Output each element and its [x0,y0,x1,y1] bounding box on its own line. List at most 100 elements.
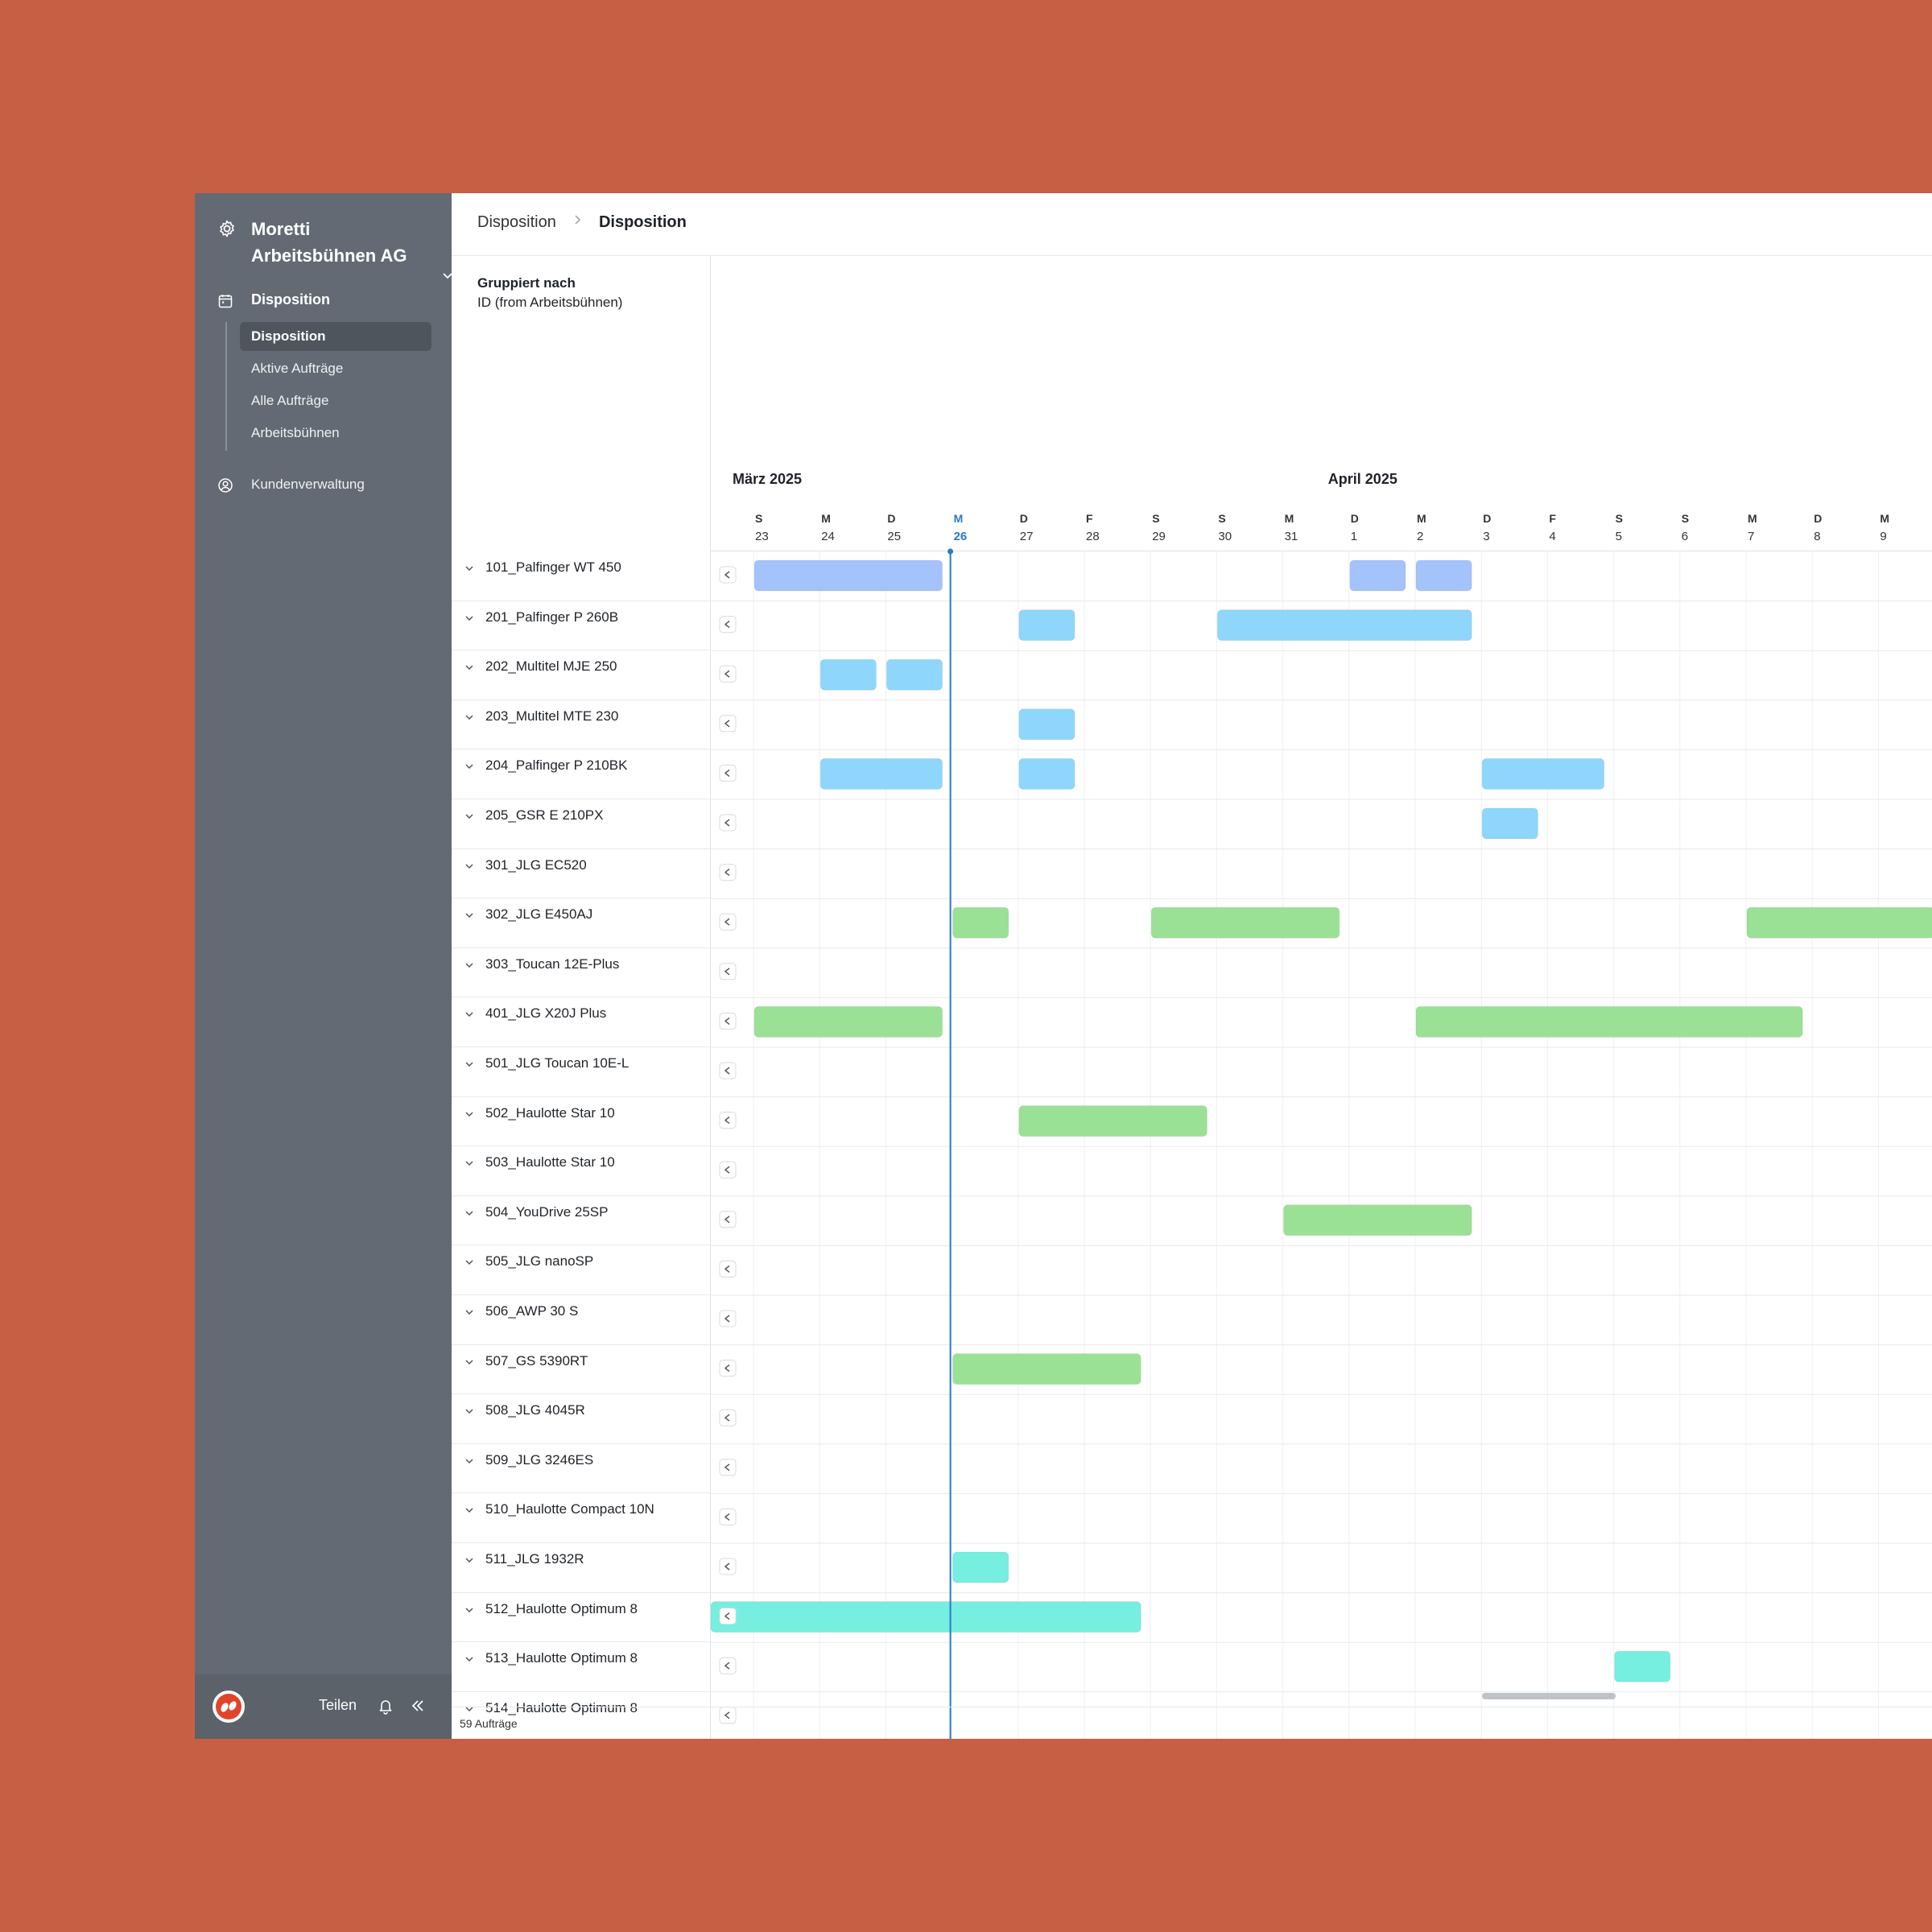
table-row[interactable]: 509_JLG 3246ES [452,1444,711,1494]
booking-bar[interactable] [1349,559,1406,592]
booking-bar[interactable] [1746,906,1932,939]
scroll-left-button[interactable] [719,616,737,634]
table-row[interactable]: 204_Palfinger P 210BK [452,749,711,799]
scroll-left-button[interactable] [719,1062,737,1080]
scroll-left-button[interactable] [719,1211,737,1228]
booking-bar[interactable] [886,658,943,691]
table-row[interactable]: 202_Multitel MJE 250 [452,650,711,700]
chevron-down-icon[interactable] [463,1554,476,1567]
scroll-left-button[interactable] [719,1161,737,1179]
booking-bar[interactable] [952,1551,1009,1583]
booking-bar[interactable] [1018,758,1075,790]
chevron-down-icon[interactable] [463,1653,476,1666]
horizontal-scrollbar[interactable] [1482,1693,1616,1699]
table-row[interactable]: 512_Haulotte Optimum 8 [452,1593,711,1643]
chevron-down-icon[interactable] [463,1207,476,1220]
table-row[interactable]: 506_AWP 30 S [452,1295,711,1345]
chevron-down-icon[interactable] [463,959,476,972]
table-row[interactable]: 203_Multitel MTE 230 [452,700,711,750]
table-row[interactable]: 514_Haulotte Optimum 8 [452,1692,711,1739]
table-row[interactable]: 510_Haulotte Compact 10N [452,1493,711,1543]
chevron-down-icon[interactable] [463,1008,476,1021]
table-row[interactable]: 508_JLG 4045R [452,1394,711,1444]
chevron-down-icon[interactable] [463,661,476,674]
scroll-left-button[interactable] [719,1012,737,1030]
chevron-down-icon[interactable] [463,1405,476,1418]
table-row[interactable]: 303_Toucan 12E-Plus [452,948,711,998]
scroll-left-button[interactable] [719,1360,737,1377]
sidebar-subitem-disposition[interactable]: Disposition [240,322,431,351]
scroll-left-button[interactable] [719,1310,737,1327]
table-row[interactable]: 301_JLG EC520 [452,849,711,899]
scroll-left-button[interactable] [719,1260,737,1278]
chevron-down-icon[interactable] [463,760,476,773]
chevron-down-icon[interactable] [463,1604,476,1616]
scroll-left-button[interactable] [719,1657,737,1674]
chevron-down-icon[interactable] [463,1108,476,1121]
booking-bar[interactable] [819,758,943,790]
table-row[interactable]: 511_JLG 1932R [452,1543,711,1593]
chevron-down-icon[interactable] [463,1356,476,1368]
chevron-down-icon[interactable] [463,909,476,922]
timeline[interactable]: März 2025 April 2025 S 23 M 24 D 25 M 26 D 27 F 28 S 29… [711,256,1932,1739]
scroll-left-button[interactable] [719,1707,737,1724]
scroll-left-button[interactable] [719,864,737,881]
table-row[interactable]: 502_Haulotte Star 10 [452,1097,711,1147]
scroll-left-button[interactable] [719,1112,737,1129]
scroll-left-button[interactable] [719,814,737,832]
chevron-down-icon[interactable] [463,1703,476,1715]
booking-bar[interactable] [1481,807,1538,840]
table-row[interactable]: 302_JLG E450AJ [452,898,711,948]
booking-bar[interactable] [1415,559,1472,592]
scroll-left-button[interactable] [719,715,737,733]
sidebar-subitem-alle-auftraege[interactable]: Alle Aufträge [251,393,329,408]
booking-bar[interactable] [1018,1105,1208,1137]
booking-bar[interactable] [819,658,877,691]
chevron-down-icon[interactable] [463,1256,476,1269]
grouping-label[interactable]: Gruppiert nach ID (from Arbeitsbühnen) [477,274,622,312]
scroll-left-button[interactable] [719,1508,737,1525]
booking-bar[interactable] [1150,906,1340,939]
booking-bar[interactable] [711,1601,1141,1633]
chevron-down-icon[interactable] [463,711,476,724]
scroll-left-button[interactable] [719,1459,737,1476]
bell-icon[interactable] [377,1697,394,1715]
sidebar-item-disposition[interactable]: Disposition [217,290,443,314]
scroll-left-button[interactable] [719,1608,737,1625]
table-row[interactable]: 501_JLG Toucan 10E-L [452,1047,711,1097]
table-row[interactable]: 101_Palfinger WT 450 [452,551,711,601]
table-row[interactable]: 507_GS 5390RT [452,1345,711,1395]
booking-bar[interactable] [753,559,943,592]
chevron-down-icon[interactable] [463,1504,476,1517]
booking-bar[interactable] [952,1353,1141,1385]
booking-bar[interactable] [1216,609,1472,642]
chevron-down-icon[interactable] [463,1157,476,1170]
table-row[interactable]: 401_JLG X20J Plus [452,997,711,1047]
breadcrumb-parent[interactable]: Disposition [477,213,556,232]
scroll-left-button[interactable] [719,1409,737,1426]
chevron-down-icon[interactable] [463,562,476,575]
chevron-down-icon[interactable] [463,860,476,873]
chevron-down-icon[interactable] [463,810,476,823]
booking-bar[interactable] [1614,1650,1671,1682]
scroll-left-button[interactable] [719,1558,737,1575]
chevron-down-icon[interactable] [463,1306,476,1319]
chevron-down-icon[interactable] [463,1455,476,1468]
chevron-down-icon[interactable] [463,1058,476,1071]
sidebar-item-kundenverwaltung[interactable]: Kundenverwaltung [217,475,443,499]
booking-bar[interactable] [952,906,1009,939]
share-button[interactable]: Teilen [319,1697,357,1713]
scroll-left-button[interactable] [719,963,737,980]
table-row[interactable]: 504_YouDrive 25SP [452,1196,711,1246]
table-row[interactable]: 503_Haulotte Star 10 [452,1146,711,1196]
sidebar-subitem-aktive-auftraege[interactable]: Aktive Aufträge [251,361,344,376]
table-row[interactable]: 505_JLG nanoSP [452,1245,711,1295]
booking-bar[interactable] [1283,1204,1472,1236]
scroll-left-button[interactable] [719,913,737,931]
chevron-down-icon[interactable] [463,612,476,625]
sidebar-subitem-arbeitsbuehnen[interactable]: Arbeitsbühnen [251,425,340,440]
booking-bar[interactable] [1481,758,1605,790]
collapse-sidebar-icon[interactable] [409,1697,427,1715]
scroll-left-button[interactable] [719,665,737,683]
scroll-left-button[interactable] [719,566,737,584]
